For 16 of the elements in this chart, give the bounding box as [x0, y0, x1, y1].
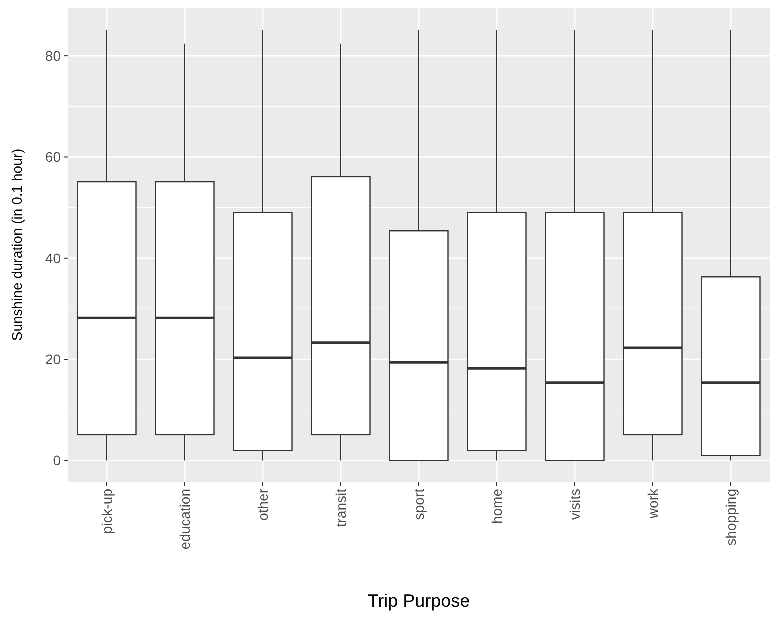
x-tick-label: shopping [722, 489, 739, 546]
x-tick-label: other [254, 488, 271, 521]
y-tick-label: 0 [53, 452, 62, 469]
x-axis-title: Trip Purpose [368, 591, 470, 611]
y-tick-label: 60 [45, 149, 62, 166]
y-tick-label: 80 [45, 48, 62, 64]
x-tick-label: sport [410, 488, 427, 520]
x-tick-label: pick-up [98, 488, 115, 534]
x-tick-label: education [176, 489, 193, 550]
x-tick-label: home [488, 488, 505, 524]
x-tick-label: visits [566, 489, 583, 520]
x-tick-label: work [644, 488, 661, 520]
y-tick-label: 40 [45, 250, 62, 266]
y-tick-label: 20 [45, 351, 62, 368]
x-tick-label: transit [332, 488, 349, 528]
y-axis-title: Sunshine duration (in 0.1 hour) [9, 148, 25, 342]
